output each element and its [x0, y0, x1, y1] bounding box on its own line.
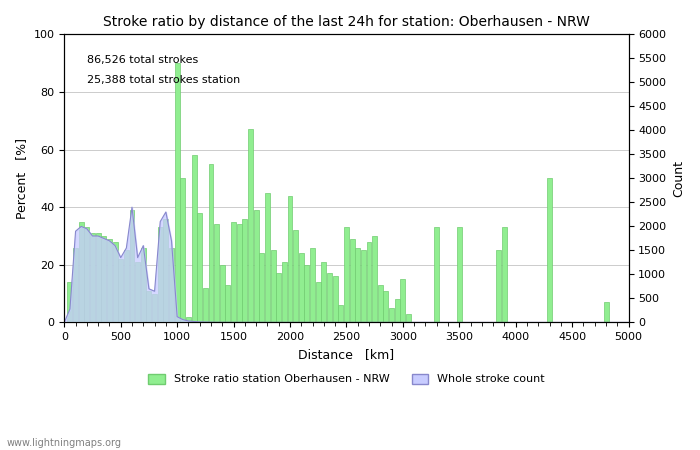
Bar	[496, 250, 501, 323]
Bar	[175, 63, 180, 323]
Bar	[299, 253, 304, 323]
Bar	[288, 196, 293, 323]
Bar	[225, 285, 230, 323]
Text: 25,388 total strokes station: 25,388 total strokes station	[87, 75, 240, 85]
Legend: Stroke ratio station Oberhausen - NRW, Whole stroke count: Stroke ratio station Oberhausen - NRW, W…	[144, 369, 550, 389]
Bar	[389, 308, 394, 323]
Bar	[384, 291, 388, 323]
Bar	[271, 250, 276, 323]
Bar	[231, 221, 236, 323]
Text: 86,526 total strokes: 86,526 total strokes	[87, 54, 198, 64]
Bar	[378, 285, 383, 323]
Bar	[118, 259, 123, 323]
Bar	[304, 265, 309, 323]
Bar	[259, 253, 265, 323]
Bar	[372, 236, 377, 323]
Bar	[130, 210, 134, 323]
Bar	[395, 299, 400, 323]
Bar	[113, 242, 118, 323]
Bar	[242, 219, 247, 323]
Bar	[338, 305, 343, 323]
Bar	[220, 265, 225, 323]
Bar	[248, 130, 253, 323]
Y-axis label: Percent   [%]: Percent [%]	[15, 138, 28, 219]
Bar	[547, 178, 552, 323]
Bar	[152, 293, 157, 323]
Bar	[349, 239, 355, 323]
Bar	[253, 210, 258, 323]
Bar	[361, 250, 366, 323]
Bar	[169, 248, 174, 323]
Bar	[141, 248, 146, 323]
Bar	[197, 213, 202, 323]
Bar	[192, 155, 197, 323]
Bar	[186, 317, 191, 323]
Bar	[502, 227, 507, 323]
Bar	[265, 193, 270, 323]
Bar	[203, 288, 208, 323]
Bar	[158, 227, 162, 323]
Title: Stroke ratio by distance of the last 24h for station: Oberhausen - NRW: Stroke ratio by distance of the last 24h…	[103, 15, 590, 29]
Bar	[321, 262, 326, 323]
Bar	[78, 221, 84, 323]
Bar	[603, 302, 608, 323]
Bar	[181, 178, 186, 323]
Bar	[457, 227, 462, 323]
Bar	[107, 239, 112, 323]
Bar	[124, 250, 129, 323]
Bar	[163, 219, 168, 323]
Bar	[367, 242, 372, 323]
Bar	[146, 291, 151, 323]
Bar	[316, 282, 321, 323]
Bar	[434, 227, 439, 323]
Bar	[332, 276, 337, 323]
Bar	[135, 262, 140, 323]
Bar	[310, 248, 315, 323]
Bar	[400, 279, 405, 323]
Bar	[90, 233, 95, 323]
Bar	[293, 230, 298, 323]
Bar	[96, 233, 101, 323]
Bar	[355, 248, 360, 323]
Bar	[327, 274, 332, 323]
Bar	[73, 248, 78, 323]
Bar	[102, 236, 106, 323]
Bar	[85, 227, 90, 323]
X-axis label: Distance   [km]: Distance [km]	[298, 348, 395, 361]
Bar	[406, 314, 411, 323]
Bar	[214, 225, 219, 323]
Bar	[282, 262, 287, 323]
Bar	[344, 227, 349, 323]
Bar	[276, 274, 281, 323]
Bar	[237, 225, 242, 323]
Text: www.lightningmaps.org: www.lightningmaps.org	[7, 438, 122, 448]
Bar	[209, 164, 214, 323]
Y-axis label: Count: Count	[672, 160, 685, 197]
Bar	[67, 282, 72, 323]
